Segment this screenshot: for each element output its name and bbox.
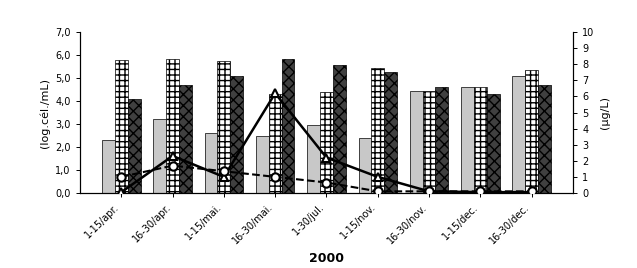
- Microcystins: [323, 156, 331, 159]
- Line: Microcystins: Microcystins: [117, 89, 536, 196]
- X-axis label: 2000: 2000: [309, 252, 344, 265]
- Bar: [474, 87, 487, 193]
- Bar: [217, 61, 231, 193]
- Bar: [371, 68, 384, 193]
- Saxitoxins: [476, 190, 484, 193]
- Microcystins: [271, 92, 279, 95]
- Bar: [115, 60, 127, 193]
- Saxitoxins: [117, 175, 125, 178]
- Bar: [256, 136, 269, 193]
- Bar: [359, 138, 371, 193]
- Microcystins: [117, 191, 125, 194]
- Y-axis label: (log.cél./mL): (log.cél./mL): [39, 77, 50, 148]
- Bar: [461, 87, 474, 193]
- Bar: [538, 85, 551, 193]
- Bar: [204, 133, 217, 193]
- Saxitoxins: [426, 190, 433, 193]
- Y-axis label: (µg/L): (µg/L): [600, 96, 610, 129]
- Saxitoxins: [374, 190, 382, 193]
- Saxitoxins: [323, 181, 331, 184]
- Bar: [127, 99, 141, 193]
- Bar: [526, 70, 538, 193]
- Bar: [410, 91, 422, 193]
- Bar: [231, 76, 243, 193]
- Microcystins: [528, 191, 536, 194]
- Bar: [512, 76, 526, 193]
- Bar: [282, 59, 294, 193]
- Microcystins: [220, 175, 227, 178]
- Bar: [307, 125, 320, 193]
- Bar: [166, 59, 179, 193]
- Saxitoxins: [169, 164, 176, 167]
- Microcystins: [426, 190, 433, 193]
- Bar: [179, 85, 192, 193]
- Bar: [102, 140, 115, 193]
- Bar: [384, 72, 397, 193]
- Bar: [320, 92, 333, 193]
- Microcystins: [476, 191, 484, 194]
- Bar: [487, 94, 499, 193]
- Bar: [333, 65, 346, 193]
- Saxitoxins: [271, 175, 279, 178]
- Saxitoxins: [220, 170, 227, 173]
- Bar: [422, 91, 436, 193]
- Microcystins: [374, 175, 382, 178]
- Microcystins: [169, 154, 176, 158]
- Bar: [269, 94, 282, 193]
- Bar: [436, 87, 448, 193]
- Line: Saxitoxins: Saxitoxins: [117, 161, 536, 196]
- Bar: [154, 120, 166, 193]
- Saxitoxins: [528, 190, 536, 193]
